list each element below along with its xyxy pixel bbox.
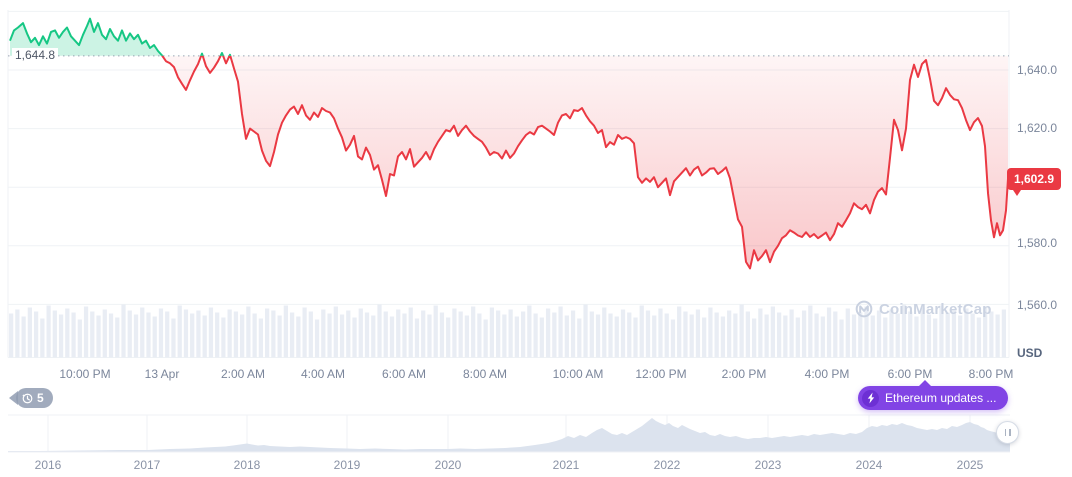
- time-axis-label: 13 Apr: [144, 367, 180, 381]
- time-axis-label: 10:00 PM: [59, 367, 111, 381]
- price-axis-label: 1,640.0: [1017, 63, 1058, 77]
- watermark-text: CoinMarketCap: [879, 300, 992, 318]
- time-axis-label: 2:00 PM: [721, 367, 767, 381]
- navigator-year-label: 2018: [233, 458, 261, 472]
- currency-unit-label: USD: [1017, 346, 1043, 360]
- time-axis-label: 12:00 PM: [635, 367, 687, 381]
- time-axis-label: 2:00 AM: [220, 367, 266, 381]
- badge-pointer: [9, 391, 18, 405]
- time-axis-label: 4:00 PM: [804, 367, 850, 381]
- current-price-badge: 1,602.9: [1007, 168, 1061, 190]
- navigator-range-area[interactable]: [8, 415, 1010, 452]
- navigator-year-label: 2025: [956, 458, 984, 472]
- coinmarketcap-logo-icon: [855, 300, 873, 318]
- navigator-year-label: 2023: [754, 458, 782, 472]
- time-axis-label: 8:00 PM: [968, 367, 1014, 381]
- time-axis-label: 4:00 AM: [300, 367, 346, 381]
- watermark: CoinMarketCap: [854, 299, 992, 319]
- navigator-year-label: 2020: [434, 458, 462, 472]
- time-axis-label: 6:00 PM: [887, 367, 933, 381]
- open-price-label: 1,644.8: [12, 48, 59, 62]
- price-axis-label: 1,580.0: [1017, 236, 1058, 250]
- navigator-year-label: 2022: [653, 458, 681, 472]
- ethereum-updates-pill[interactable]: Ethereum updates ...: [858, 380, 1009, 410]
- price-axis-label: 1,620.0: [1017, 121, 1058, 135]
- history-clock-icon: [22, 393, 33, 403]
- navigator-year-label: 2019: [333, 458, 361, 472]
- ethereum-updates-label: Ethereum updates ...: [885, 391, 997, 405]
- current-price-badge-tail: [1013, 190, 1021, 196]
- navigator-year-label: 2016: [34, 458, 62, 472]
- recently-viewed-count: 5: [37, 391, 44, 405]
- navigator-year-label: 2024: [855, 458, 883, 472]
- time-axis-label: 10:00 AM: [552, 367, 604, 381]
- time-axis-label: 8:00 AM: [462, 367, 508, 381]
- price-axis-label: 1,560.0: [1017, 298, 1058, 312]
- time-axis-label: 6:00 AM: [381, 367, 427, 381]
- navigator-year-label: 2017: [133, 458, 161, 472]
- navigator-resize-handle[interactable]: [996, 421, 1019, 444]
- lightning-bolt-icon: [867, 392, 874, 404]
- recently-viewed-badge[interactable]: 5: [9, 388, 53, 408]
- pill-pointer: [918, 380, 932, 387]
- navigator-year-label: 2021: [552, 458, 580, 472]
